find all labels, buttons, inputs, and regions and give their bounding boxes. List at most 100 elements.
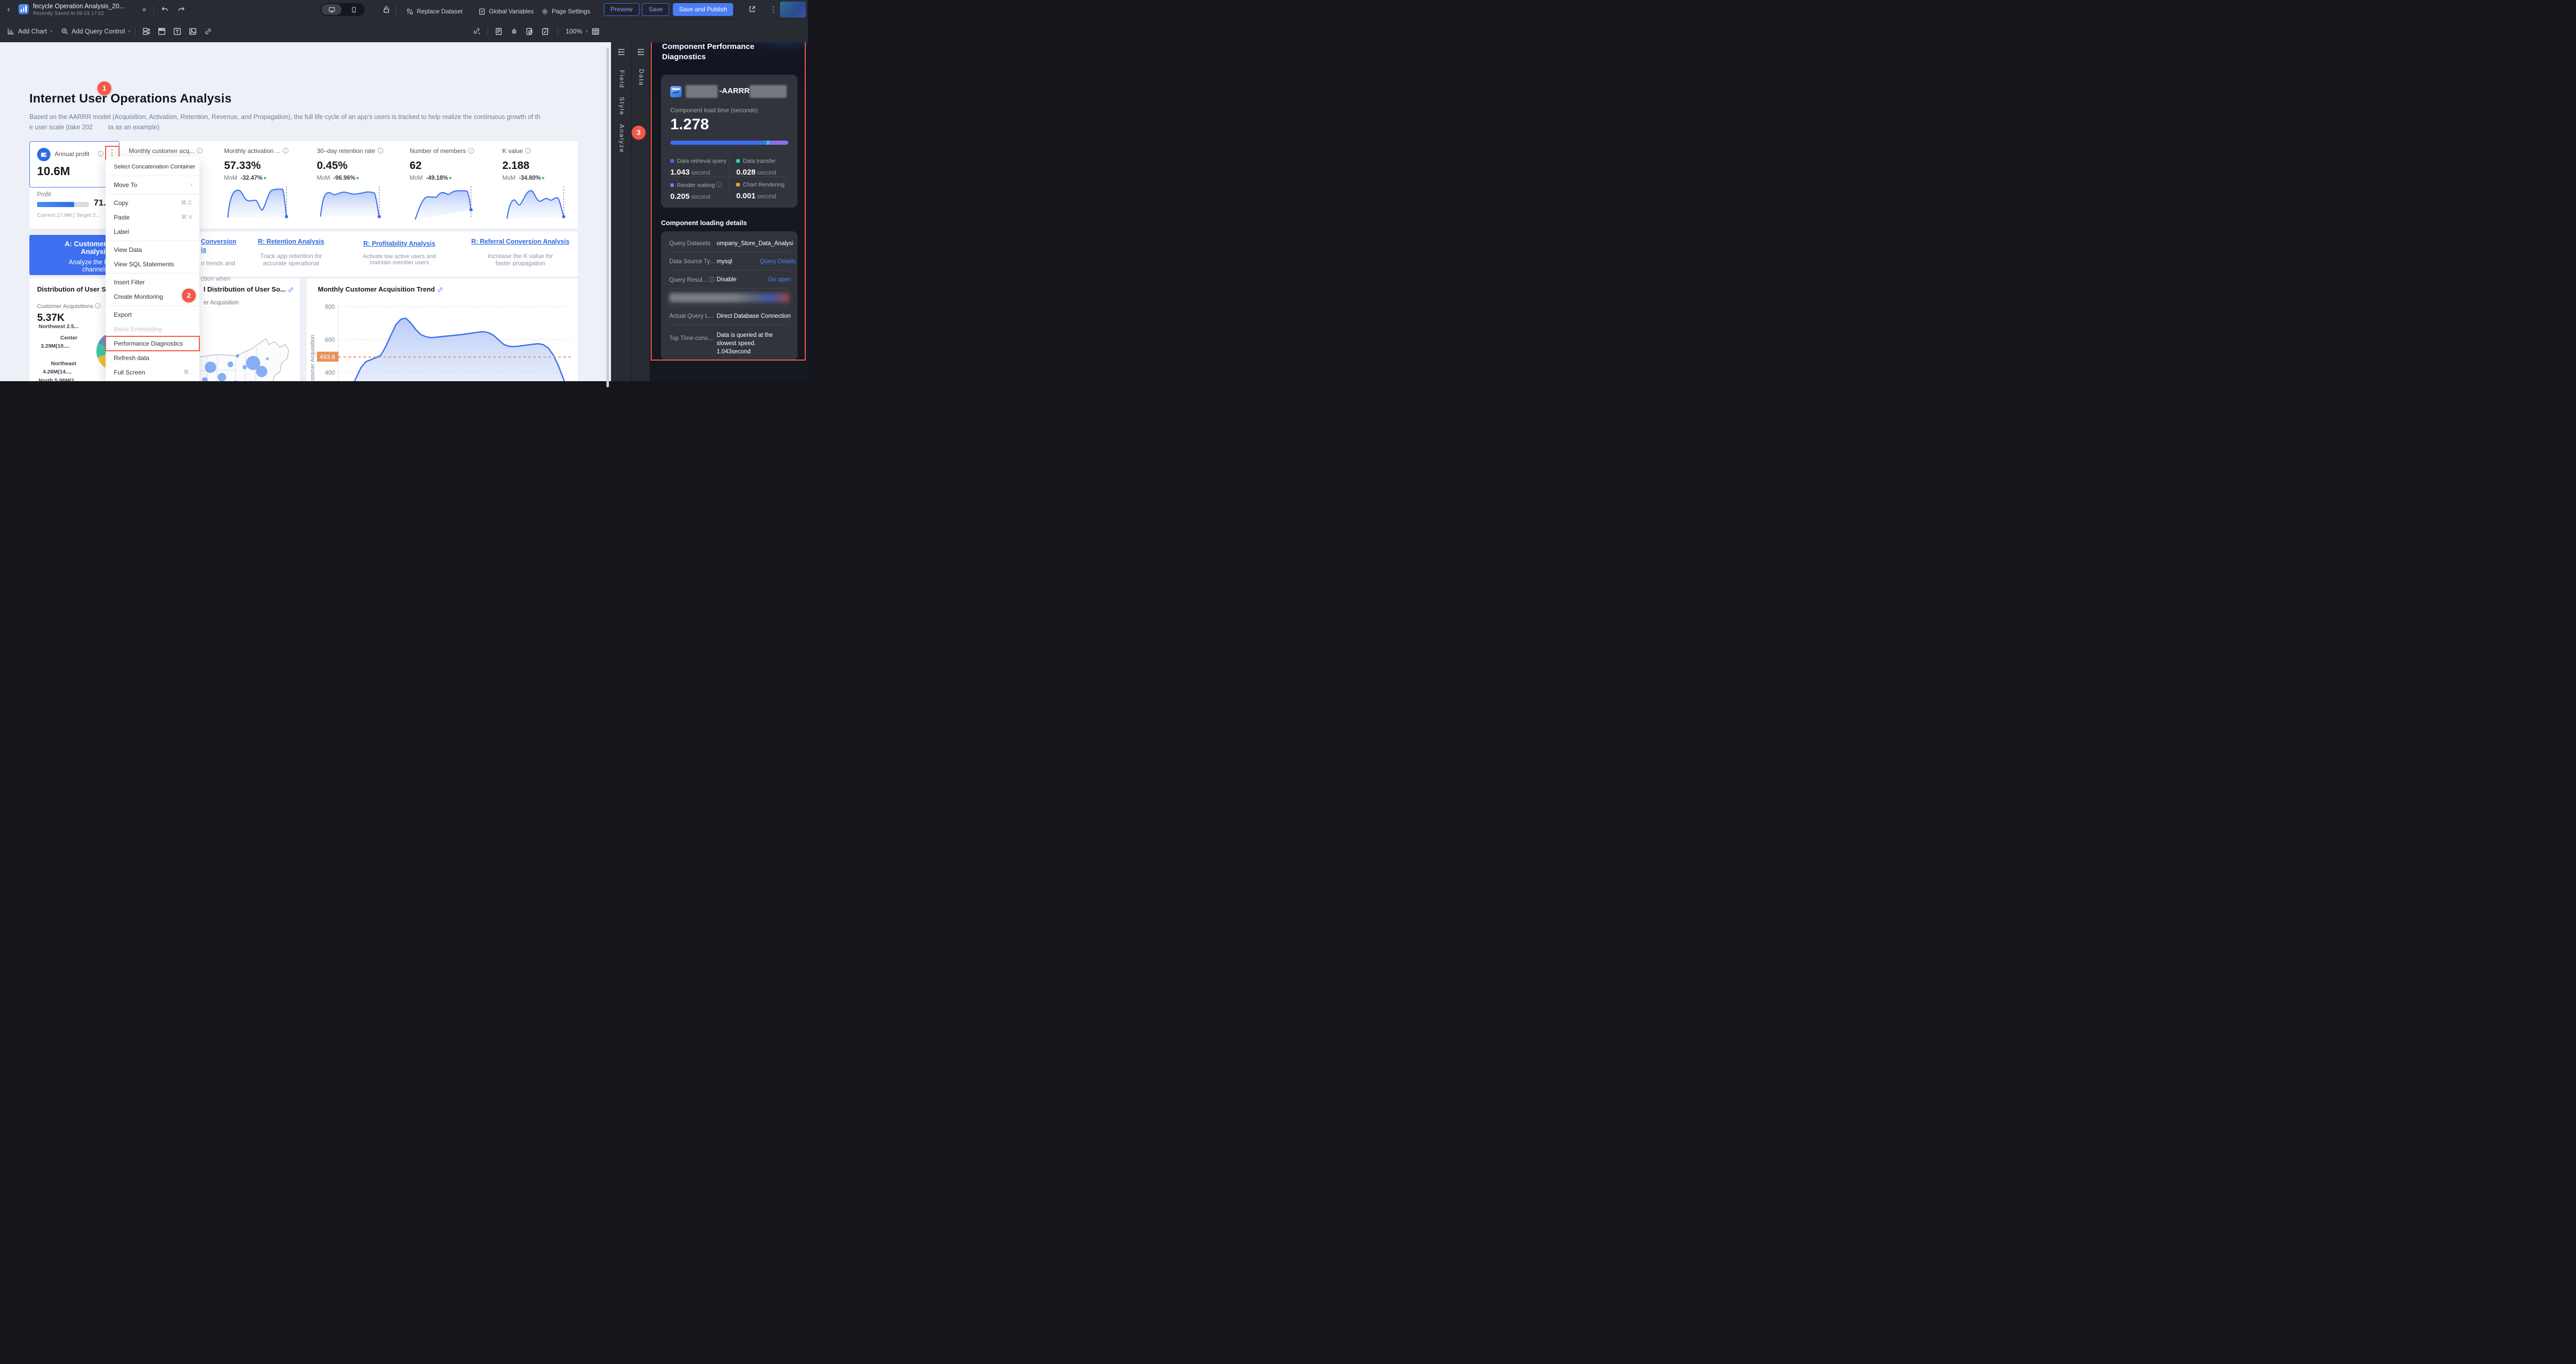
text-block-icon[interactable] xyxy=(173,27,181,36)
svg-text:600: 600 xyxy=(325,336,335,343)
undo-icon[interactable] xyxy=(161,6,169,14)
menu-item-create-monitoring[interactable]: Create Monitoring xyxy=(114,293,163,300)
theme-link-icon[interactable] xyxy=(473,27,481,36)
app-logo-icon xyxy=(19,4,29,14)
kpi-card-members[interactable]: Number of members i 62 MoM -49.18%▼ xyxy=(410,146,487,224)
kpi-mom: MoM -49.18%▼ xyxy=(410,175,453,181)
card-kebab-icon[interactable]: ⋮ xyxy=(105,146,120,160)
query-details-link[interactable]: Query Details xyxy=(760,259,796,265)
document-title[interactable]: fecycle Operation Analysis_20... xyxy=(33,3,125,10)
refresh-disabled-icon[interactable] xyxy=(526,27,534,36)
checklist-icon[interactable] xyxy=(541,27,549,36)
grid-layout-icon[interactable] xyxy=(591,27,600,36)
menu-item-refresh-data[interactable]: Refresh data xyxy=(114,354,149,362)
back-icon[interactable]: ‹ xyxy=(7,5,10,14)
pie-label: Center xyxy=(60,335,78,341)
link-icon[interactable] xyxy=(204,27,212,36)
tab-container-icon[interactable] xyxy=(158,27,166,36)
replace-dataset-button[interactable]: Replace Dataset xyxy=(406,0,463,23)
go-open-link[interactable]: Go open xyxy=(768,277,791,283)
add-chart-button[interactable]: Add Chart ˅ xyxy=(7,20,53,43)
menu-item-copy[interactable]: Copy ⌘ C xyxy=(114,199,192,207)
divider xyxy=(729,156,730,198)
collapse-panel-icon[interactable] xyxy=(617,48,625,56)
kpi-value: 0.45% xyxy=(317,160,348,172)
menu-item-insert-filter[interactable]: Insert Filter xyxy=(114,279,145,286)
performance-diagnostics-panel: Performance Diagnostics / × Component Pe… xyxy=(650,19,808,381)
detail-value: Data is queried at the slowest speed. 1.… xyxy=(717,332,773,355)
image-icon[interactable] xyxy=(189,27,197,36)
kpi-card-customer-acq[interactable]: Monthly customer acq... i xyxy=(129,146,202,156)
annual-profit-card[interactable]: Annual profit i ⋮ 10.6M xyxy=(29,141,120,187)
tab-data[interactable]: Data xyxy=(638,69,645,87)
menu-item-view-data[interactable]: View Data xyxy=(114,246,142,253)
redo-icon[interactable] xyxy=(177,6,185,14)
menu-item-export[interactable]: Export xyxy=(114,311,132,318)
menu-item-full-screen[interactable]: Full Screen ⌘ . xyxy=(114,369,192,376)
menu-item-select-container[interactable]: Select Concatenation Container xyxy=(114,164,195,170)
menu-divider xyxy=(106,305,199,306)
divider xyxy=(557,27,558,36)
link-conversion[interactable]: Conversion is n trends and ction when xyxy=(201,238,236,282)
mobile-mode-icon[interactable] xyxy=(344,4,364,15)
kpi-mom: MoM -34.80%▼ xyxy=(502,175,546,181)
tab-field[interactable]: Field xyxy=(618,70,625,89)
tab-style[interactable]: Style xyxy=(618,97,625,116)
zoom-select[interactable]: 100% ˅ xyxy=(566,27,588,35)
help-icon[interactable]: ? xyxy=(708,277,715,282)
link-referral-analysis[interactable]: R: Referral Conversion Analysis Increase… xyxy=(471,238,570,267)
menu-item-view-sql[interactable]: View SQL Statements xyxy=(114,261,174,268)
info-icon[interactable]: i xyxy=(468,148,474,154)
more-menu-icon[interactable]: ⋮ xyxy=(770,5,777,14)
detail-value: ompany_Store_Data_Analysis_202... xyxy=(717,241,793,247)
kpi-card-activation[interactable]: Monthly activation ... i 57.33% MoM -32.… xyxy=(224,146,301,224)
link-profitability-analysis[interactable]: R: Profitability Analysis Activate low a… xyxy=(363,240,436,266)
link-icon[interactable] xyxy=(287,286,294,293)
preview-button[interactable]: Preview xyxy=(604,3,639,16)
kpi-card-retention[interactable]: 30–day retention rate i 0.45% MoM -96.96… xyxy=(317,146,394,224)
menu-item-paste[interactable]: Paste ⌘ V xyxy=(114,214,192,221)
metric-chart-rendering: Chart Rendering 0.001 second xyxy=(736,182,785,200)
canvas-scrollbar[interactable] xyxy=(606,47,609,387)
menu-item-performance-diagnostics[interactable]: Performance Diagnostics xyxy=(105,336,200,351)
device-toggle[interactable] xyxy=(320,3,365,16)
share-icon[interactable] xyxy=(748,5,756,13)
info-icon[interactable]: i xyxy=(377,148,383,154)
favorite-star-icon[interactable]: ★ xyxy=(141,6,147,13)
page-settings-button[interactable]: Page Settings xyxy=(541,0,590,23)
info-icon[interactable]: i xyxy=(716,182,722,187)
info-icon[interactable]: i xyxy=(94,303,100,309)
info-icon[interactable]: i xyxy=(282,148,289,154)
kpi-card-kvalue[interactable]: K value i 2.188 MoM -34.80%▼ xyxy=(502,146,580,224)
link-retention-analysis[interactable]: R: Retention Analysis Track app retentio… xyxy=(258,238,325,267)
global-variables-button[interactable]: Global Variables xyxy=(478,0,534,23)
info-icon[interactable]: i xyxy=(98,151,104,157)
info-icon[interactable]: i xyxy=(525,148,531,154)
desktop-mode-icon[interactable] xyxy=(321,4,342,15)
add-query-control-button[interactable]: Add Query Control ˅ xyxy=(61,20,131,43)
clean-brush-icon[interactable] xyxy=(510,27,518,36)
annual-profit-label: Annual profit xyxy=(55,150,90,158)
filter-container-icon[interactable] xyxy=(142,27,150,36)
trend-card[interactable]: Monthly Customer Acquisition Trend Custo… xyxy=(307,278,578,381)
details-title: Component loading details xyxy=(661,219,747,227)
save-and-publish-button[interactable]: Save and Publish xyxy=(673,3,734,16)
lock-icon[interactable] xyxy=(382,5,391,14)
report-icon[interactable] xyxy=(495,27,503,36)
panel-title: Component Performance Diagnostics xyxy=(662,42,755,61)
annotation-badge-3: 3 xyxy=(632,126,646,140)
menu-item-label[interactable]: Label xyxy=(114,228,129,235)
info-icon[interactable]: i xyxy=(196,148,202,154)
profit-progress-track xyxy=(37,202,89,207)
dashboard-canvas: Internet User Operations Analysis Based … xyxy=(0,42,611,381)
loading-details-card: Query Datasets ompany_Store_Data_Analysi… xyxy=(661,231,798,360)
component-name: -AARRR xyxy=(719,87,750,95)
menu-item-move-to[interactable]: Move To › xyxy=(114,181,192,189)
collapse-panel-icon[interactable] xyxy=(637,48,645,56)
annotation-badge-1: 1 xyxy=(97,81,111,95)
profit-label: Profit xyxy=(37,192,51,198)
detail-label: Query Resul... ? xyxy=(669,277,715,283)
link-icon[interactable] xyxy=(437,286,444,293)
save-button[interactable]: Save xyxy=(642,3,670,16)
tab-analyze[interactable]: Analyze xyxy=(618,124,625,154)
